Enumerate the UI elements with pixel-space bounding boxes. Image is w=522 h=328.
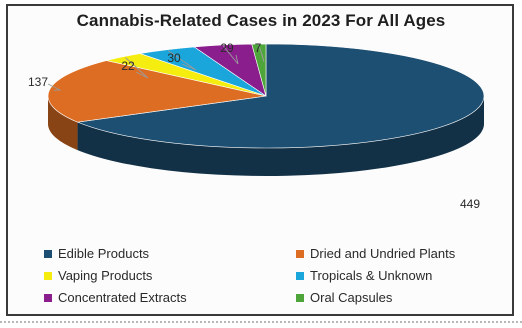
legend-swatch bbox=[296, 271, 304, 280]
legend-item-vaping-products: Vaping Products bbox=[44, 268, 152, 283]
data-label-concentrated-extracts: 29 bbox=[220, 41, 234, 55]
data-label-edible-products: 449 bbox=[460, 197, 480, 211]
pie-slices bbox=[47, 43, 485, 149]
pie-side-edible-products bbox=[77, 96, 484, 176]
pie-slice-edible-products bbox=[76, 43, 485, 149]
legend-swatch bbox=[44, 271, 52, 280]
data-labels: 449 137 22 30 29 7 bbox=[28, 41, 480, 211]
legend-item-dried-undried-plants: Dried and Undried Plants bbox=[296, 246, 455, 261]
legend-label: Edible Products bbox=[58, 246, 150, 261]
divider-line bbox=[0, 321, 522, 323]
leader-lines bbox=[47, 44, 265, 91]
leader-line-tropicals-unknown bbox=[167, 50, 197, 71]
legend-swatch bbox=[44, 249, 52, 258]
legend-swatch bbox=[296, 249, 304, 258]
legend-label: Concentrated Extracts bbox=[58, 290, 187, 305]
leader-line-oral-capsules bbox=[258, 44, 265, 63]
legend-swatch bbox=[296, 293, 304, 302]
legend-label: Oral Capsules bbox=[310, 290, 393, 305]
legend-item-edible-products: Edible Products bbox=[44, 246, 149, 261]
pie-slice-dried-undried-plants bbox=[47, 60, 267, 123]
data-label-vaping-products: 22 bbox=[121, 59, 135, 73]
data-label-dried-undried-plants: 137 bbox=[28, 75, 48, 89]
legend-label: Tropicals & Unknown bbox=[310, 268, 433, 283]
legend-item-tropicals-unknown: Tropicals & Unknown bbox=[296, 268, 432, 283]
legend-item-concentrated-extracts: Concentrated Extracts bbox=[44, 290, 187, 305]
chart-title: Cannabis-Related Cases in 2023 For All A… bbox=[76, 11, 446, 30]
leader-line-dried-undried-plants bbox=[47, 83, 62, 91]
legend-label: Dried and Undried Plants bbox=[310, 246, 456, 261]
legend-item-oral-capsules: Oral Capsules bbox=[296, 290, 392, 305]
legend-swatch bbox=[44, 293, 52, 302]
data-label-oral-capsules: 7 bbox=[255, 41, 262, 55]
leader-line-concentrated-extracts bbox=[223, 45, 239, 65]
leader-line-vaping-products bbox=[125, 57, 149, 79]
legend-label: Vaping Products bbox=[58, 268, 153, 283]
data-label-tropicals-unknown: 30 bbox=[167, 51, 181, 65]
